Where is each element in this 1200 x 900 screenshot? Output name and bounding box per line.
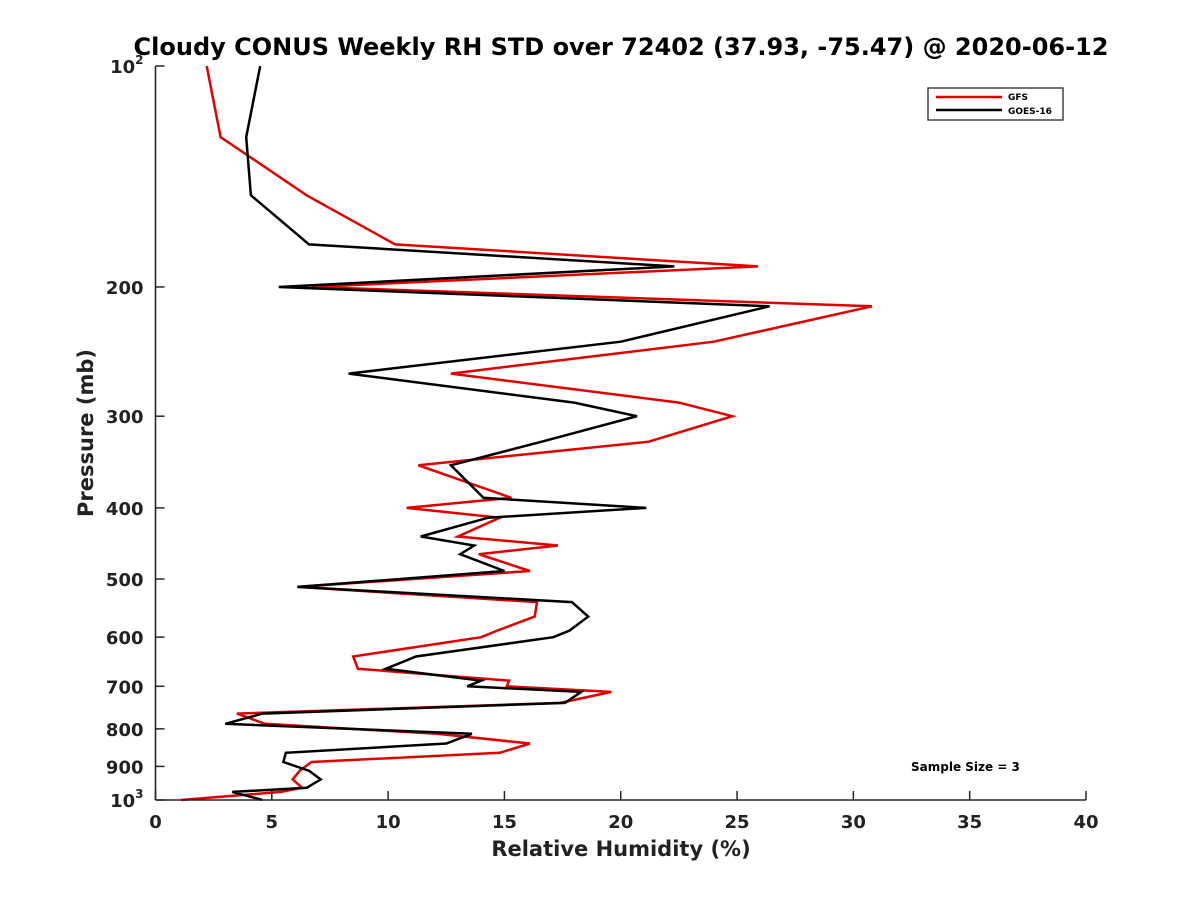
x-tick-label: 30 bbox=[841, 812, 866, 833]
x-tick-label: 20 bbox=[608, 812, 633, 833]
y-tick-label: 900 bbox=[106, 757, 144, 778]
x-ticks: 0 5 10 15 20 25 30 35 40 bbox=[149, 791, 1099, 833]
x-tick-label: 35 bbox=[957, 812, 982, 833]
legend-label-gfs: GFS bbox=[1008, 93, 1028, 103]
sample-size-annotation: Sample Size = 3 bbox=[911, 760, 1020, 774]
legend-label-goes16: GOES-16 bbox=[1008, 107, 1052, 117]
y-tick-label: 800 bbox=[106, 720, 144, 741]
y-tick-label: 200 bbox=[106, 278, 144, 299]
x-tick-label: 10 bbox=[376, 812, 401, 833]
x-tick-label: 15 bbox=[492, 812, 517, 833]
series-line-goes16 bbox=[224, 65, 770, 802]
y-tick-label: 700 bbox=[106, 677, 144, 698]
y-axis-label: Pressure (mb) bbox=[74, 349, 98, 517]
y-tick-label: 300 bbox=[106, 407, 144, 428]
chart-title: Cloudy CONUS Weekly RH STD over 72402 (3… bbox=[134, 33, 1109, 61]
x-tick-label: 40 bbox=[1073, 812, 1098, 833]
x-tick-label: 0 bbox=[149, 812, 162, 833]
y-tick-label: 500 bbox=[106, 570, 144, 591]
y-tick-label: 600 bbox=[106, 628, 144, 649]
series-layer bbox=[180, 65, 873, 802]
y-tick-label: 103 bbox=[110, 787, 143, 812]
x-axis-label: Relative Humidity (%) bbox=[491, 837, 750, 861]
legend: GFS GOES-16 bbox=[927, 87, 1064, 121]
y-ticks: 102 200 300 400 500 600 700 800 900 103 bbox=[106, 53, 165, 812]
legend-box bbox=[927, 87, 1064, 121]
x-tick-label: 25 bbox=[725, 812, 750, 833]
y-tick-label: 400 bbox=[106, 499, 144, 520]
x-tick-label: 5 bbox=[266, 812, 279, 833]
y-tick-label: 102 bbox=[110, 53, 143, 78]
